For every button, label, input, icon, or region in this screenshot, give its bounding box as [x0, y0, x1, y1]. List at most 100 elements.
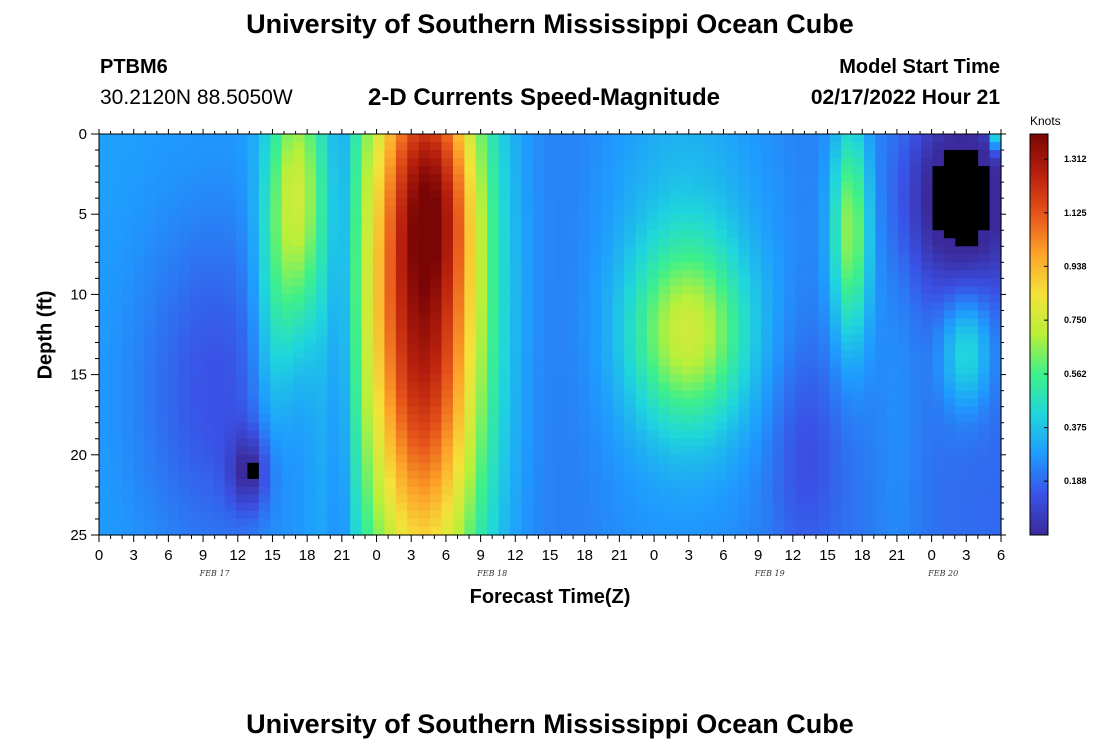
heatmap-cell [624, 246, 637, 255]
colorbar-tick-label: 0.375 [1064, 423, 1087, 433]
heatmap-cell [841, 366, 854, 376]
heatmap-cell [281, 422, 294, 432]
heatmap-cell [258, 446, 271, 456]
heatmap-cell [772, 182, 785, 191]
heatmap-cell [726, 142, 739, 151]
heatmap-cell [875, 414, 888, 424]
heatmap-cell [167, 246, 180, 255]
heatmap-cell [966, 438, 979, 448]
heatmap-cell [704, 462, 717, 472]
heatmap-cell [110, 454, 123, 464]
heatmap-cell [338, 246, 351, 255]
heatmap-cell [909, 238, 922, 247]
heatmap-cell [133, 446, 146, 456]
heatmap-cell [726, 446, 739, 456]
heatmap-cell [407, 174, 420, 183]
heatmap-cell [521, 526, 534, 536]
heatmap-cell [167, 430, 180, 440]
heatmap-cell [430, 366, 443, 376]
heatmap-cell [795, 494, 808, 504]
heatmap-cell [247, 414, 260, 424]
heatmap-cell [441, 406, 454, 416]
heatmap-cell [167, 398, 180, 408]
heatmap-cell [338, 462, 351, 472]
heatmap-cell [464, 238, 477, 247]
heatmap-cell [475, 342, 488, 352]
heatmap-cell [886, 510, 899, 520]
heatmap-cell [578, 366, 591, 376]
heatmap-cell [418, 358, 431, 368]
heatmap-cell [544, 246, 557, 255]
heatmap-cell [932, 326, 945, 336]
heatmap-cell [841, 526, 854, 536]
heatmap-cell [761, 406, 774, 416]
heatmap-cell [692, 518, 705, 528]
heatmap-cell [749, 246, 762, 255]
heatmap-cell [281, 334, 294, 344]
heatmap-cell [932, 262, 945, 271]
heatmap-cell [521, 182, 534, 191]
heatmap-cell [738, 190, 751, 199]
heatmap-cell [304, 206, 317, 215]
heatmap-cell [441, 150, 454, 159]
heatmap-cell [167, 134, 180, 143]
heatmap-cell [270, 214, 283, 223]
heatmap-cell [624, 134, 637, 143]
heatmap-cell [338, 174, 351, 183]
heatmap-cell [772, 318, 785, 328]
heatmap-cell [749, 134, 762, 143]
heatmap-cell [121, 494, 134, 504]
heatmap-cell [373, 262, 386, 271]
heatmap-cell [418, 182, 431, 191]
heatmap-cell [567, 294, 580, 304]
heatmap-cell [589, 198, 602, 207]
heatmap-cell [236, 510, 249, 520]
heatmap-cell [281, 230, 294, 239]
heatmap-cell [829, 438, 842, 448]
heatmap-cell [270, 158, 283, 167]
heatmap-cell [338, 278, 351, 287]
heatmap-cell [669, 182, 682, 191]
heatmap-cell [863, 190, 877, 199]
heatmap-cell [236, 206, 249, 215]
heatmap-cell [784, 278, 797, 287]
heatmap-cell [738, 510, 751, 520]
heatmap-cell [361, 518, 374, 528]
heatmap-cell [99, 182, 112, 191]
heatmap-cell [612, 230, 625, 239]
heatmap-cell [350, 182, 363, 191]
heatmap-cell [247, 270, 260, 279]
heatmap-cell [829, 142, 842, 151]
heatmap-cell [966, 334, 979, 344]
heatmap-cell [841, 302, 854, 312]
heatmap-cell [144, 494, 157, 504]
heatmap-cell [955, 390, 968, 400]
heatmap-cell [692, 270, 705, 279]
heatmap-cell [384, 470, 397, 480]
heatmap-cell [886, 214, 899, 223]
heatmap-cell [133, 222, 146, 231]
heatmap-cell [121, 174, 134, 183]
heatmap-cell [921, 390, 934, 400]
heatmap-cell [978, 302, 991, 312]
heatmap-cell [544, 390, 557, 400]
heatmap-cell [875, 166, 888, 175]
heatmap-cell [909, 462, 922, 472]
heatmap-cell [841, 390, 854, 400]
heatmap-cell [407, 502, 420, 512]
heatmap-cell [281, 214, 294, 223]
heatmap-cell [350, 454, 363, 464]
heatmap-cell [373, 174, 386, 183]
heatmap-cell [886, 222, 899, 231]
heatmap-cell [795, 206, 808, 215]
heatmap-cell [384, 478, 397, 488]
heatmap-cell [167, 190, 180, 199]
heatmap-cell [281, 166, 294, 175]
heatmap-cell [943, 246, 956, 255]
heatmap-cell [989, 502, 1002, 512]
heatmap-cell [350, 350, 363, 360]
heatmap-cell [167, 478, 180, 488]
heatmap-cell [487, 382, 500, 392]
heatmap-cell [121, 486, 134, 496]
heatmap-cell [624, 238, 637, 247]
